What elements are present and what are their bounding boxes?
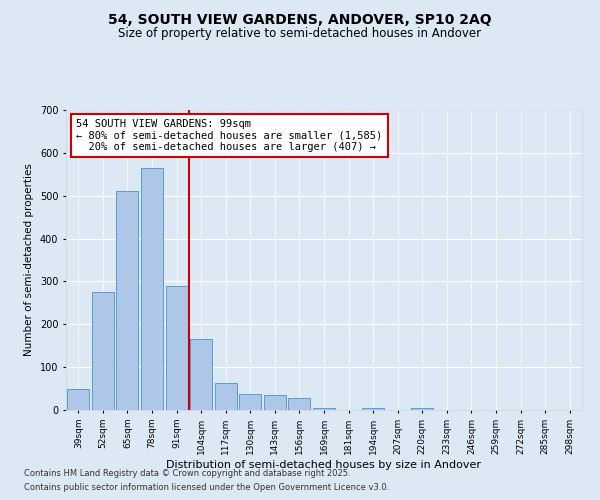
Bar [239,394,262,410]
Text: Size of property relative to semi-detached houses in Andover: Size of property relative to semi-detach… [118,28,482,40]
Text: 54 SOUTH VIEW GARDENS: 99sqm
← 80% of semi-detached houses are smaller (1,585)
 : 54 SOUTH VIEW GARDENS: 99sqm ← 80% of se… [76,119,383,152]
Bar [190,340,212,410]
Bar [215,384,237,410]
Text: Contains public sector information licensed under the Open Government Licence v3: Contains public sector information licen… [24,484,389,492]
Bar [67,388,89,410]
Bar [289,398,310,410]
Bar [116,192,139,410]
Y-axis label: Number of semi-detached properties: Number of semi-detached properties [25,164,34,356]
Bar [141,168,163,410]
Text: Contains HM Land Registry data © Crown copyright and database right 2025.: Contains HM Land Registry data © Crown c… [24,468,350,477]
Bar [92,292,114,410]
Bar [313,408,335,410]
Bar [264,395,286,410]
X-axis label: Distribution of semi-detached houses by size in Andover: Distribution of semi-detached houses by … [167,460,482,469]
Bar [166,286,188,410]
Text: 54, SOUTH VIEW GARDENS, ANDOVER, SP10 2AQ: 54, SOUTH VIEW GARDENS, ANDOVER, SP10 2A… [108,12,492,26]
Bar [411,408,433,410]
Bar [362,408,384,410]
